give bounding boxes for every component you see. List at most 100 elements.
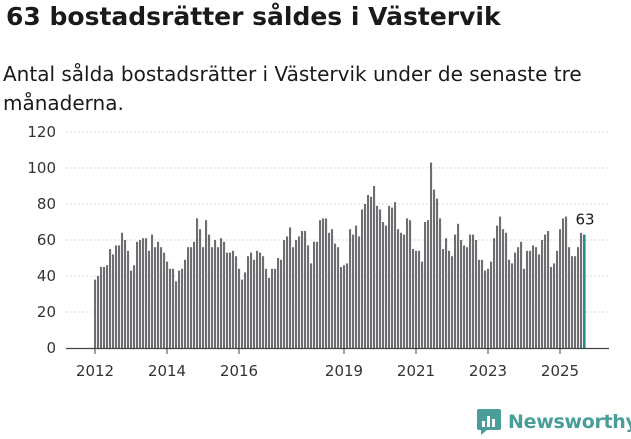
y-tick-label: 0 xyxy=(46,339,56,357)
bar xyxy=(244,272,247,348)
bar xyxy=(571,256,574,348)
bar-series xyxy=(94,162,586,348)
chart-subtitle: Antal sålda bostadsrätter i Västervik un… xyxy=(3,62,582,115)
bar xyxy=(436,198,439,348)
y-tick-label: 80 xyxy=(37,195,56,213)
bar xyxy=(559,229,562,348)
bar xyxy=(433,189,436,348)
bar xyxy=(217,247,220,348)
bar xyxy=(214,240,217,348)
bar xyxy=(112,254,115,348)
bar xyxy=(268,277,271,348)
x-axis: 2012 2014 2016 2019 2021 2023 2025 xyxy=(76,348,579,380)
bar xyxy=(523,268,526,348)
bar xyxy=(442,249,445,348)
bar xyxy=(535,247,538,348)
bar xyxy=(376,205,379,348)
bar xyxy=(484,270,487,348)
bar xyxy=(409,220,412,348)
newsworthy-icon xyxy=(477,409,501,435)
bar xyxy=(265,268,268,348)
bar xyxy=(190,247,193,348)
bar xyxy=(361,209,364,348)
bar xyxy=(271,268,274,348)
bar xyxy=(463,245,466,348)
data-labels: 63 xyxy=(575,211,594,229)
bar xyxy=(538,254,541,348)
bar xyxy=(103,267,106,348)
bar xyxy=(223,241,226,348)
bar xyxy=(139,240,142,348)
bar xyxy=(169,268,172,348)
bar xyxy=(475,240,478,348)
bar xyxy=(295,240,298,348)
bar xyxy=(355,225,358,348)
bar xyxy=(304,231,307,348)
bar xyxy=(520,241,523,348)
bar xyxy=(460,240,463,348)
bar xyxy=(136,241,139,348)
bar xyxy=(298,236,301,348)
bar xyxy=(562,218,565,348)
bar xyxy=(205,220,208,348)
bar xyxy=(310,263,313,348)
bar xyxy=(148,250,151,348)
bar xyxy=(328,232,331,348)
x-tick-label: 2021 xyxy=(397,362,435,380)
bar xyxy=(472,234,475,348)
bar xyxy=(466,247,469,348)
x-tick-label: 2012 xyxy=(76,362,114,380)
bar xyxy=(199,229,202,348)
bar xyxy=(211,247,214,348)
bar xyxy=(364,204,367,348)
bar xyxy=(508,259,511,348)
bar xyxy=(301,231,304,348)
bar xyxy=(430,162,433,348)
y-tick-label: 20 xyxy=(37,303,56,321)
highlighted-bar xyxy=(583,234,586,348)
bar xyxy=(556,250,559,348)
bar xyxy=(322,218,325,348)
bar xyxy=(109,249,112,348)
bar xyxy=(379,209,382,348)
bar xyxy=(448,250,451,348)
bar xyxy=(232,250,235,348)
bar xyxy=(226,252,229,348)
bar xyxy=(325,218,328,348)
bar xyxy=(481,259,484,348)
bar xyxy=(388,205,391,348)
bar xyxy=(178,270,181,348)
bar xyxy=(238,268,241,348)
bar xyxy=(568,247,571,348)
bar xyxy=(412,249,415,348)
bar xyxy=(250,252,253,348)
bar xyxy=(457,223,460,348)
bar xyxy=(427,220,430,348)
bar xyxy=(469,234,472,348)
bar xyxy=(487,268,490,348)
bar xyxy=(445,238,448,348)
bar xyxy=(400,232,403,348)
bar xyxy=(262,256,265,348)
brand-name: Newsworthy xyxy=(508,411,631,433)
bar xyxy=(496,225,499,348)
bar xyxy=(343,265,346,348)
bar xyxy=(370,196,373,348)
bar xyxy=(292,247,295,348)
bar xyxy=(118,245,121,348)
bar xyxy=(382,222,385,348)
bar xyxy=(580,232,583,348)
bar xyxy=(241,279,244,348)
bar xyxy=(253,259,256,348)
bar xyxy=(187,247,190,348)
bar xyxy=(454,234,457,348)
bar xyxy=(151,234,154,348)
bar xyxy=(121,232,124,348)
bar xyxy=(277,258,280,348)
bar xyxy=(403,234,406,348)
bar xyxy=(133,265,136,348)
bar xyxy=(229,252,232,348)
bar xyxy=(97,276,100,348)
bar xyxy=(286,236,289,348)
